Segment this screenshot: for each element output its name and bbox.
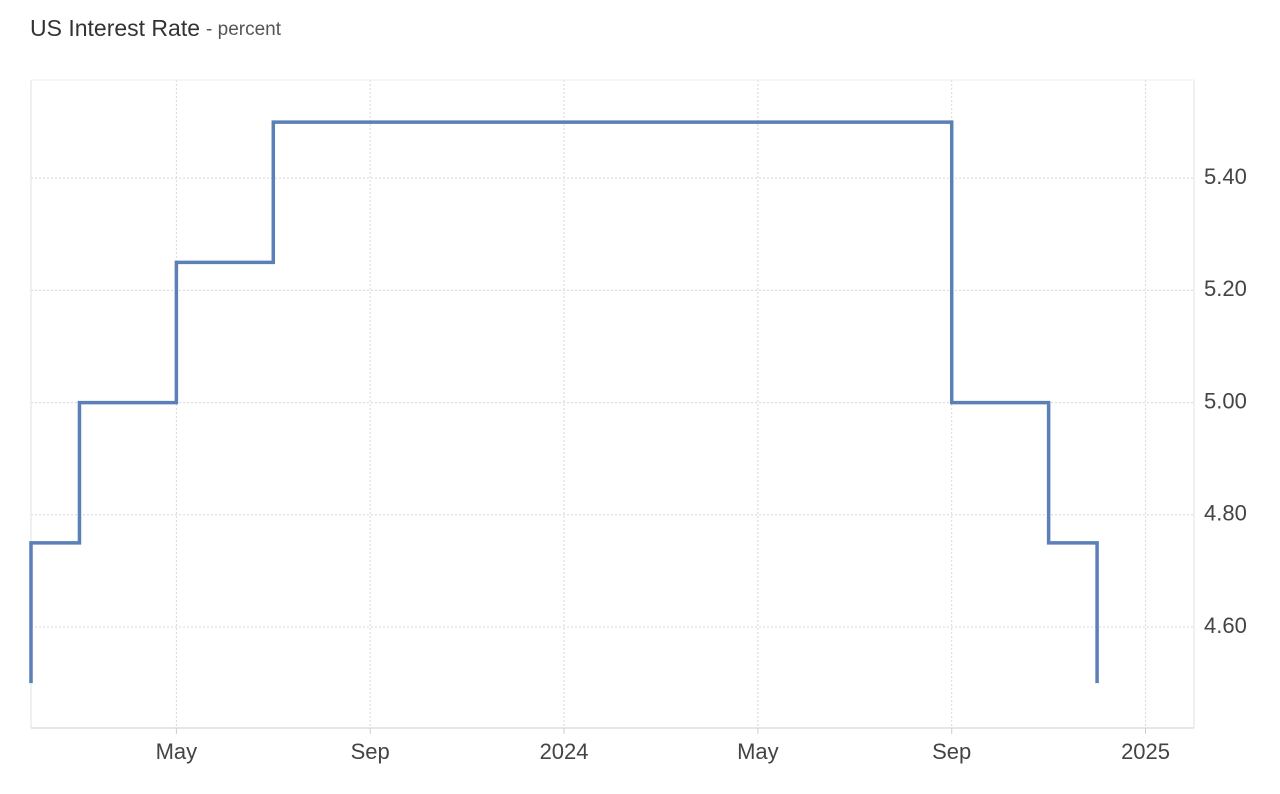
x-tick-label: Sep xyxy=(932,739,971,764)
y-tick-label: 4.80 xyxy=(1204,501,1247,526)
line-series xyxy=(29,120,1099,684)
x-tick-label: 2024 xyxy=(540,739,589,764)
y-tick-label: 5.00 xyxy=(1204,388,1247,413)
x-tick-label: May xyxy=(156,739,198,764)
y-tick-label: 5.20 xyxy=(1204,276,1247,301)
y-tick-label: 4.60 xyxy=(1204,613,1247,638)
y-tick-label: 5.40 xyxy=(1204,164,1247,189)
title: US Interest Rate xyxy=(30,15,200,41)
x-tick-label: 2025 xyxy=(1121,739,1170,764)
subtitle: - percent xyxy=(206,19,282,40)
x-tick-label: May xyxy=(737,739,779,764)
x-tick-label: Sep xyxy=(351,739,390,764)
chart-title: US Interest Rate - percent xyxy=(30,15,282,41)
